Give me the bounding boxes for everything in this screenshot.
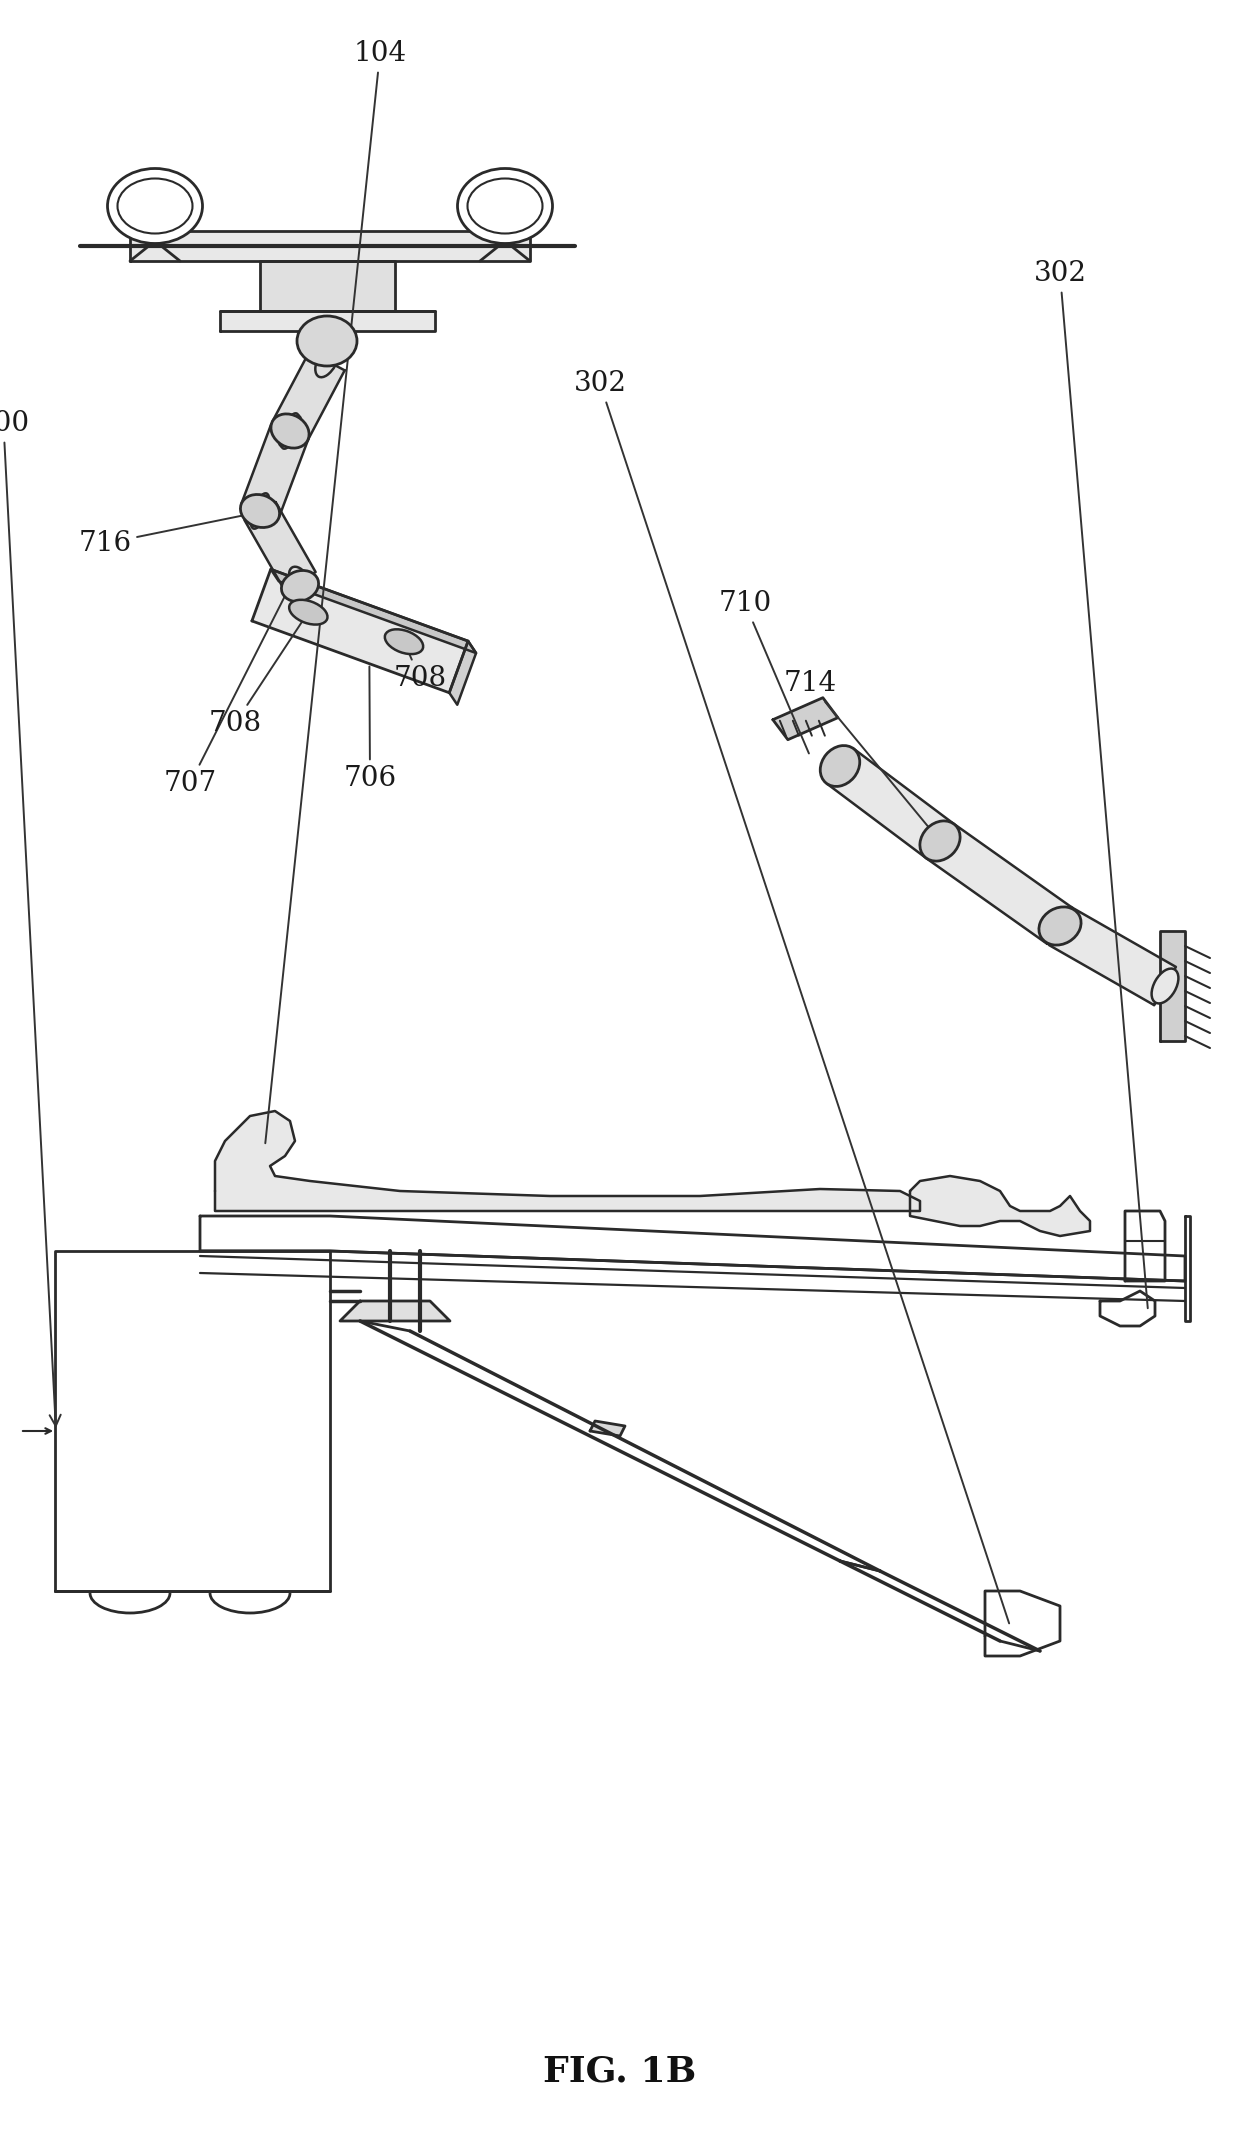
Text: 302: 302	[573, 370, 1009, 1624]
Ellipse shape	[920, 822, 960, 860]
Ellipse shape	[1039, 908, 1081, 944]
Ellipse shape	[289, 600, 327, 624]
Polygon shape	[200, 1215, 1185, 1282]
Ellipse shape	[1045, 910, 1075, 942]
Text: 708: 708	[208, 615, 306, 738]
Ellipse shape	[458, 168, 553, 243]
Ellipse shape	[820, 746, 859, 787]
Polygon shape	[130, 230, 529, 260]
Ellipse shape	[1047, 908, 1074, 944]
Polygon shape	[273, 351, 345, 441]
Ellipse shape	[1152, 968, 1178, 1005]
Ellipse shape	[281, 570, 319, 602]
Polygon shape	[1100, 1291, 1154, 1325]
Text: 714: 714	[784, 669, 939, 839]
Ellipse shape	[249, 497, 272, 525]
Text: 708: 708	[393, 645, 446, 693]
Text: 710: 710	[718, 589, 808, 753]
Polygon shape	[827, 749, 954, 858]
Polygon shape	[219, 312, 435, 331]
Polygon shape	[55, 1252, 330, 1592]
Ellipse shape	[925, 824, 955, 858]
Ellipse shape	[241, 495, 279, 527]
Polygon shape	[242, 424, 309, 518]
Ellipse shape	[108, 168, 202, 243]
Polygon shape	[1185, 1215, 1190, 1321]
Ellipse shape	[250, 493, 269, 529]
Ellipse shape	[298, 316, 357, 366]
Text: 302: 302	[1033, 260, 1148, 1308]
Text: 706: 706	[343, 667, 397, 792]
Ellipse shape	[467, 179, 543, 234]
Text: FIG. 1B: FIG. 1B	[543, 2054, 697, 2089]
Polygon shape	[215, 1112, 920, 1211]
Polygon shape	[252, 570, 467, 693]
Polygon shape	[1125, 1211, 1166, 1282]
Ellipse shape	[315, 344, 339, 376]
Ellipse shape	[825, 751, 854, 783]
Polygon shape	[985, 1592, 1060, 1656]
Ellipse shape	[278, 415, 301, 447]
Polygon shape	[270, 570, 476, 654]
Polygon shape	[1159, 931, 1185, 1041]
Polygon shape	[928, 824, 1073, 944]
Text: 707: 707	[164, 589, 289, 798]
Polygon shape	[244, 501, 316, 589]
Text: 716: 716	[78, 512, 263, 557]
Ellipse shape	[925, 824, 955, 856]
Polygon shape	[910, 1177, 1090, 1237]
Ellipse shape	[384, 630, 423, 654]
Ellipse shape	[289, 566, 311, 596]
Text: 104: 104	[265, 41, 407, 1142]
Polygon shape	[590, 1422, 625, 1437]
Ellipse shape	[270, 413, 309, 447]
Polygon shape	[260, 260, 396, 312]
Ellipse shape	[118, 179, 192, 234]
Text: 300: 300	[0, 411, 61, 1426]
Polygon shape	[340, 1301, 450, 1321]
Ellipse shape	[280, 413, 299, 450]
Polygon shape	[773, 697, 838, 740]
Polygon shape	[449, 641, 476, 706]
Polygon shape	[1049, 908, 1176, 1005]
